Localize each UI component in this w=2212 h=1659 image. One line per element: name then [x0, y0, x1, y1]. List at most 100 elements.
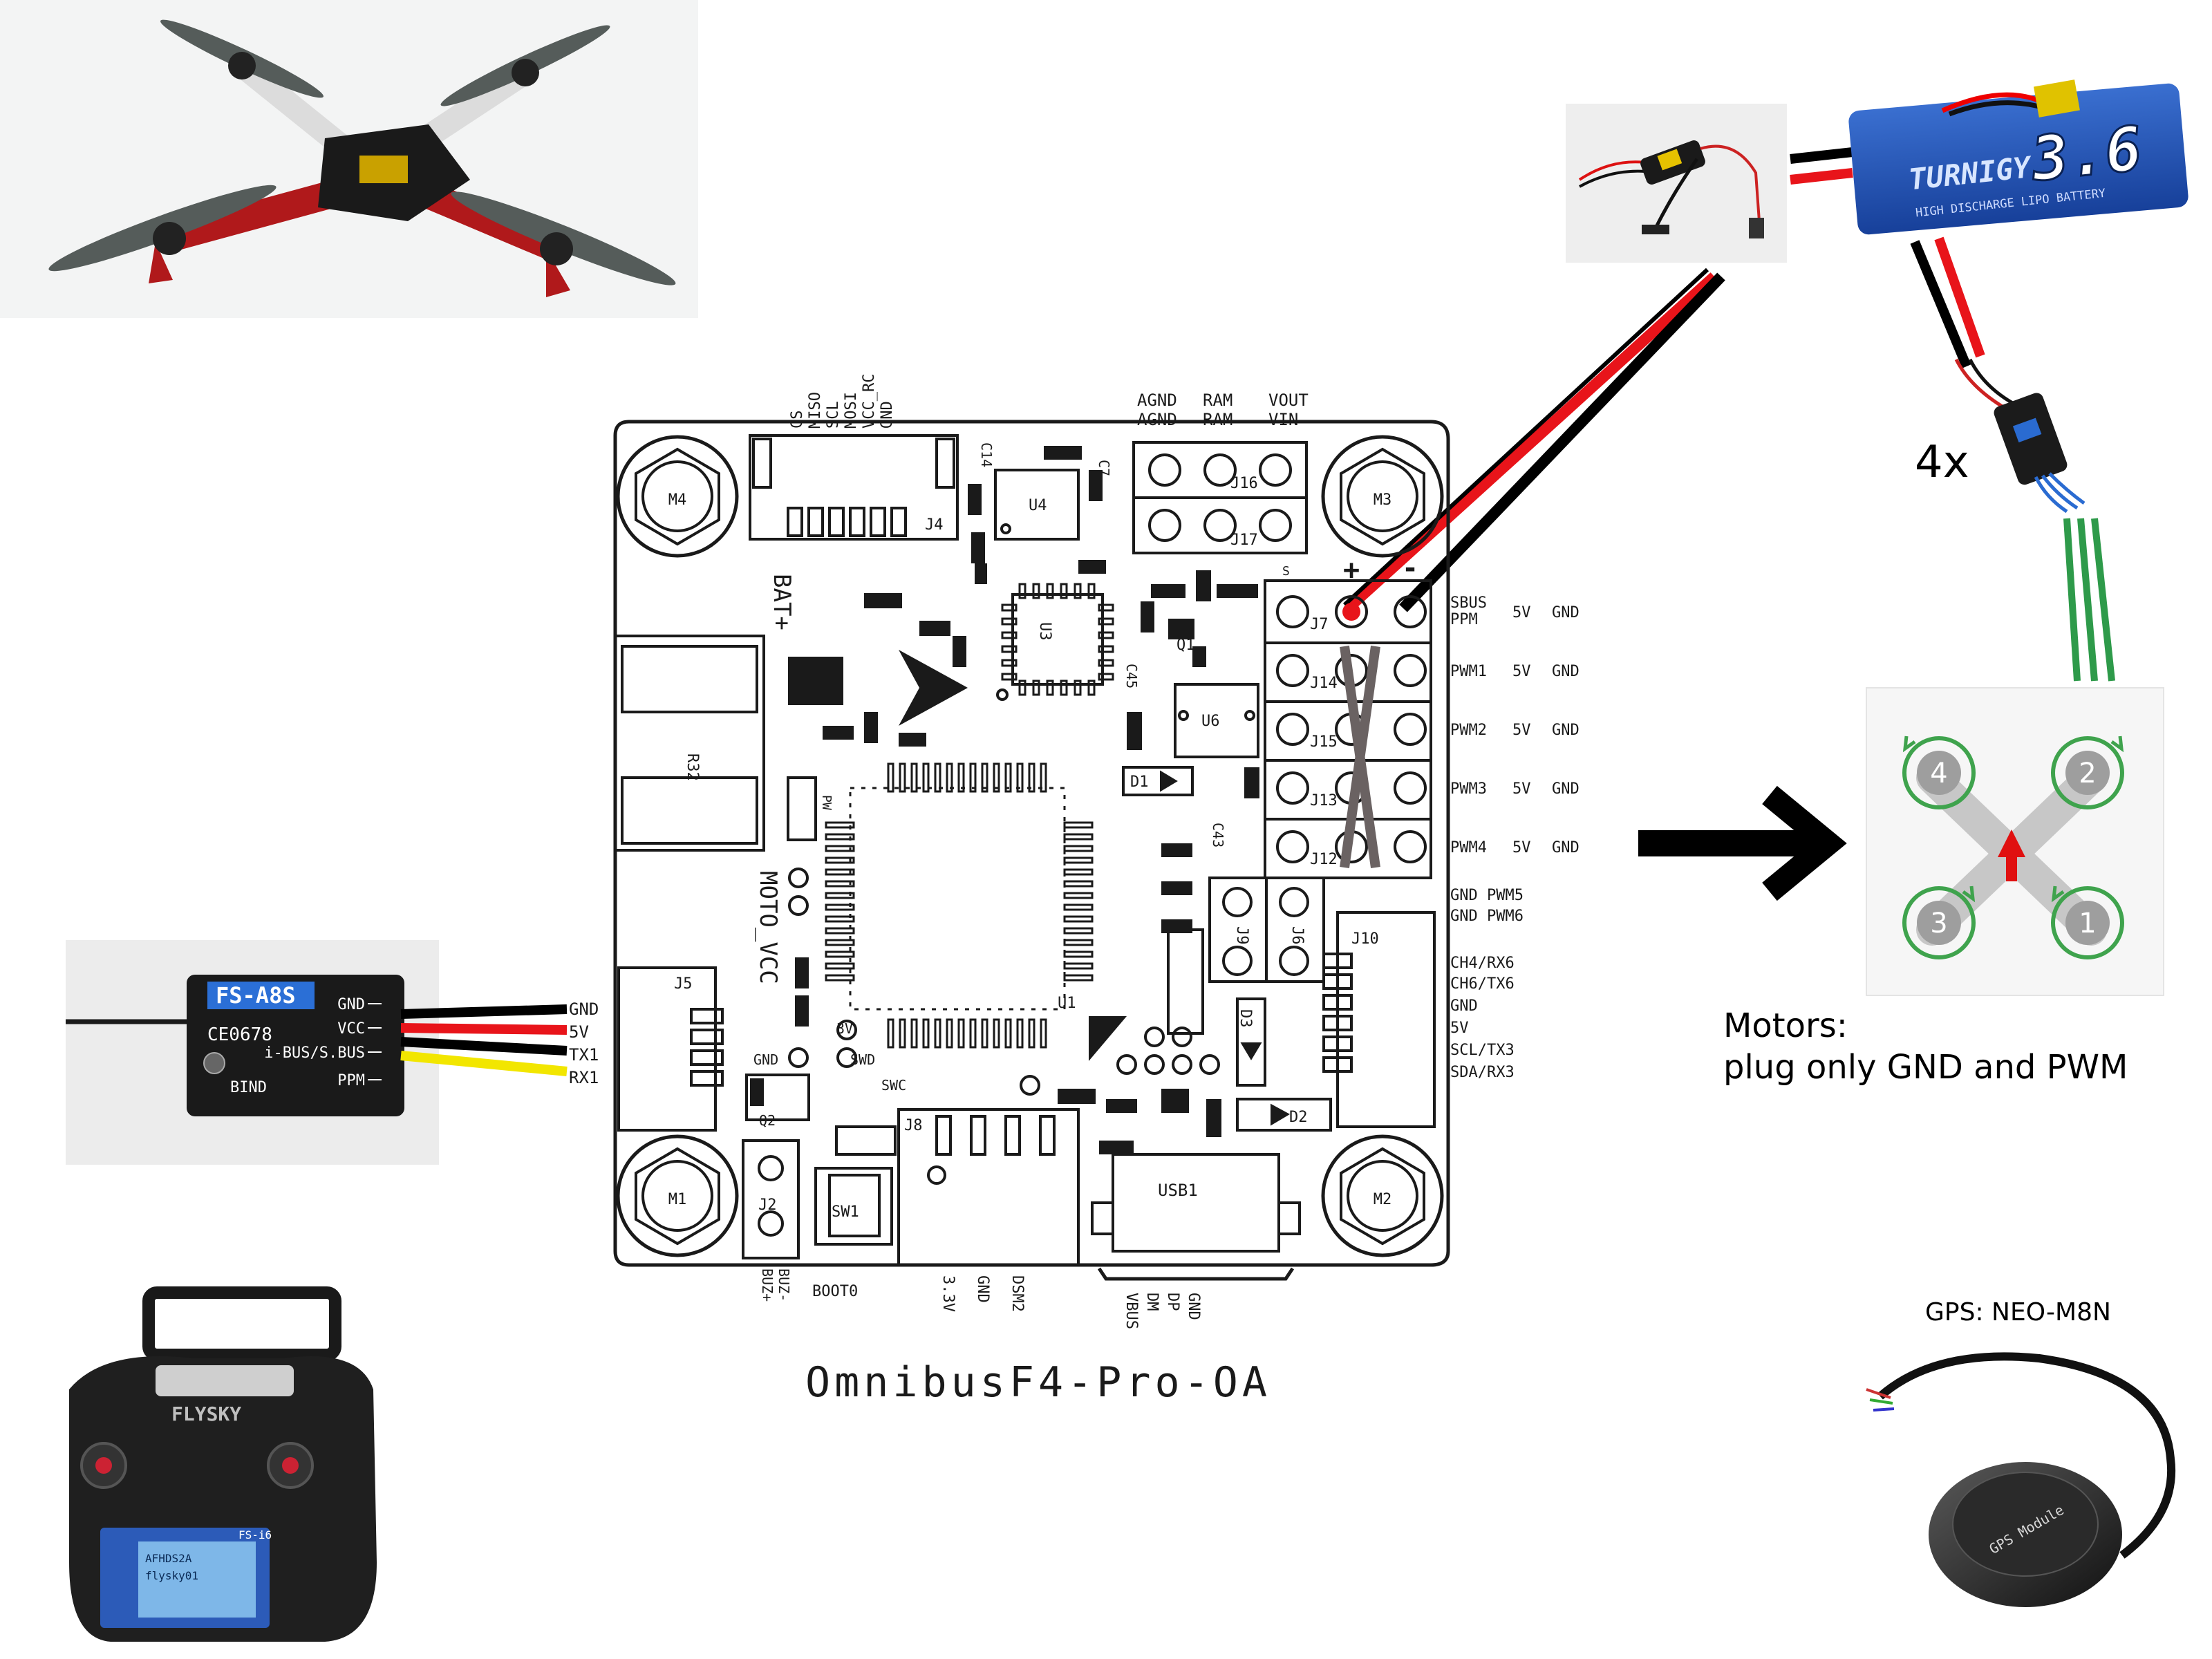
wire-label: TX1	[569, 1045, 599, 1065]
wire-label: GND	[569, 1000, 599, 1019]
pwm-jack-label: J7	[1310, 616, 1329, 633]
m2-label: M2	[1374, 1191, 1392, 1208]
j4-pin-label: VCC_RC	[861, 374, 878, 429]
j4-pin-label: MISO	[807, 392, 824, 429]
c7-label: C7	[1096, 460, 1112, 476]
wire-label: 5V	[569, 1022, 589, 1042]
forward-arrow-icon	[1998, 830, 2025, 881]
buzzer-pin-label: BUZ-	[776, 1268, 792, 1302]
j16-j17-pin-labels: AGND RAM VOUT AGND RAM VIN	[1137, 391, 1309, 429]
c14-label: C14	[978, 442, 995, 467]
pwm-row-5v: 5V	[1512, 604, 1531, 621]
gps-caption: GPS: NEO-M8N	[1925, 1298, 2111, 1327]
header-pin-hole	[1276, 595, 1309, 628]
j4-pins	[787, 507, 907, 537]
header-pin-hole	[1276, 830, 1309, 863]
motor-circle	[1902, 736, 1976, 809]
pad-3v-label: 3V	[836, 1020, 853, 1037]
pwm-cross-mark	[1340, 646, 1380, 868]
transmitter-brand: FLYSKY	[171, 1403, 241, 1425]
board-labels: M4 M3 M1 M2 J4 U4 J16 J17 R46 Q1 U6 D1 D…	[668, 442, 1392, 1221]
c43-label: C43	[1210, 823, 1226, 847]
r46-label: R46	[878, 594, 903, 610]
receiver-pin-label: PPM	[337, 1072, 365, 1089]
top-pin-label: VIN	[1268, 410, 1298, 429]
m1-label: M1	[668, 1191, 687, 1208]
top-pin-label: AGND	[1137, 391, 1177, 410]
right-pin-label: SCL/TX3	[1450, 1042, 1515, 1059]
motor-esc-image	[1954, 358, 2086, 514]
pwm-row-gnd: GND	[1552, 663, 1580, 680]
pwm-row-label: SBUS	[1450, 594, 1487, 612]
mount-hole-m1	[616, 1134, 739, 1257]
chip-pin-combs	[825, 583, 1114, 1049]
j8-label: J8	[904, 1117, 923, 1134]
pw-label: PW	[819, 795, 834, 810]
boot0-label: BOOT0	[812, 1283, 858, 1300]
smd-components	[750, 446, 1259, 1154]
right-side-labels: GND PWM5 GND PWM6 CH4/RX6 CH6/TX6 GND 5V SCL/T…	[1450, 887, 1524, 1081]
motor-circle	[1902, 886, 1976, 959]
j16-label: J16	[1230, 475, 1258, 492]
receiver-image: FS-A8S CE0678 BIND GND VCC i-BUS/S.BUS PPM	[66, 940, 439, 1165]
j4-pin-label: MOSI	[843, 392, 860, 429]
motor-number: 4	[1930, 758, 1947, 789]
moto-vcc-label: MOTO_VCC	[754, 871, 782, 984]
header-pin-hole	[1394, 713, 1427, 746]
header-pin-hole	[1276, 771, 1309, 805]
motor-circle	[2051, 736, 2124, 809]
j4-pin-labels: CS MISO SCL MOSI VCC_RC GND	[789, 374, 896, 429]
header-s-label: S	[1282, 564, 1290, 579]
battery-capacity: 3.6	[2027, 113, 2145, 195]
d2-label: D2	[1289, 1109, 1308, 1126]
pwm-jack-label: J12	[1310, 851, 1338, 868]
header-pin-hole	[1394, 830, 1427, 863]
quadcopter-image	[0, 0, 698, 318]
pwm-row-label: PWM1	[1450, 663, 1487, 680]
pwm-row-5v: 5V	[1512, 663, 1531, 680]
motor-numbers: 4 2 3 1	[1902, 735, 2124, 959]
pwm-row-gnd: GND	[1552, 722, 1580, 739]
top-pin-label: RAM	[1203, 410, 1232, 429]
j4-label: J4	[925, 516, 944, 534]
j8-pin-label: DSM2	[1009, 1275, 1026, 1312]
usb-pin-label: DP	[1164, 1293, 1181, 1311]
pwm-row-label: PWM2	[1450, 722, 1487, 739]
pwm-row-label: PWM3	[1450, 780, 1487, 798]
d3-label: D3	[1237, 1009, 1254, 1028]
plus-mark: +	[1343, 554, 1360, 586]
right-pin-label: SDA/RX3	[1450, 1064, 1515, 1081]
diodes	[745, 766, 1332, 1156]
pwm-jack-label: J13	[1310, 792, 1338, 809]
right-pin-label: 5V	[1450, 1020, 1469, 1037]
motor-number: 2	[2079, 758, 2096, 789]
motor-layout-diagram	[1866, 687, 2164, 996]
right-pin-label: GND	[1450, 997, 1478, 1015]
bat-plus-label: BAT+	[768, 574, 796, 630]
right-pin-label: CH4/RX6	[1450, 955, 1515, 972]
pwm-row-gnd: GND	[1552, 780, 1580, 798]
right-pin-label: GND PWM5	[1450, 887, 1524, 904]
esc-count-label: 4x	[1915, 437, 1969, 488]
lipo-battery-image: TURNIGY 3.6 HIGH DISCHARGE LIPO BATTERY	[1848, 79, 2188, 235]
pwm-jack-label: J15	[1310, 733, 1338, 751]
m4-label: M4	[668, 491, 687, 509]
j9-label: J9	[1233, 926, 1250, 945]
pwm-row-label: PPM	[1450, 611, 1478, 628]
header-pin-hole	[1276, 654, 1309, 687]
q2-label: Q2	[759, 1112, 776, 1129]
header-pin-hole	[1335, 595, 1368, 628]
right-pin-label: CH6/TX6	[1450, 975, 1515, 993]
j6-label: J6	[1288, 926, 1306, 945]
pad-swc-label: SWC	[881, 1077, 906, 1094]
board-title: OmnibusF4-Pro-OA	[805, 1358, 1271, 1407]
u6-label: U6	[1201, 713, 1220, 730]
receiver-pin-label: VCC	[337, 1020, 365, 1038]
buzzer-pin-label: BUZ+	[759, 1268, 776, 1302]
motors-caption-line2: plug only GND and PWM	[1723, 1048, 2128, 1087]
usb-pin-label: GND	[1185, 1293, 1202, 1320]
receiver-model: FS-A8S	[216, 982, 296, 1009]
j4-pin-label: GND	[879, 401, 896, 429]
transmitter-image: FLYSKY FS-i6 AFHDS2A flysky01	[69, 1286, 377, 1642]
mount-hole-m2	[1321, 1134, 1444, 1257]
